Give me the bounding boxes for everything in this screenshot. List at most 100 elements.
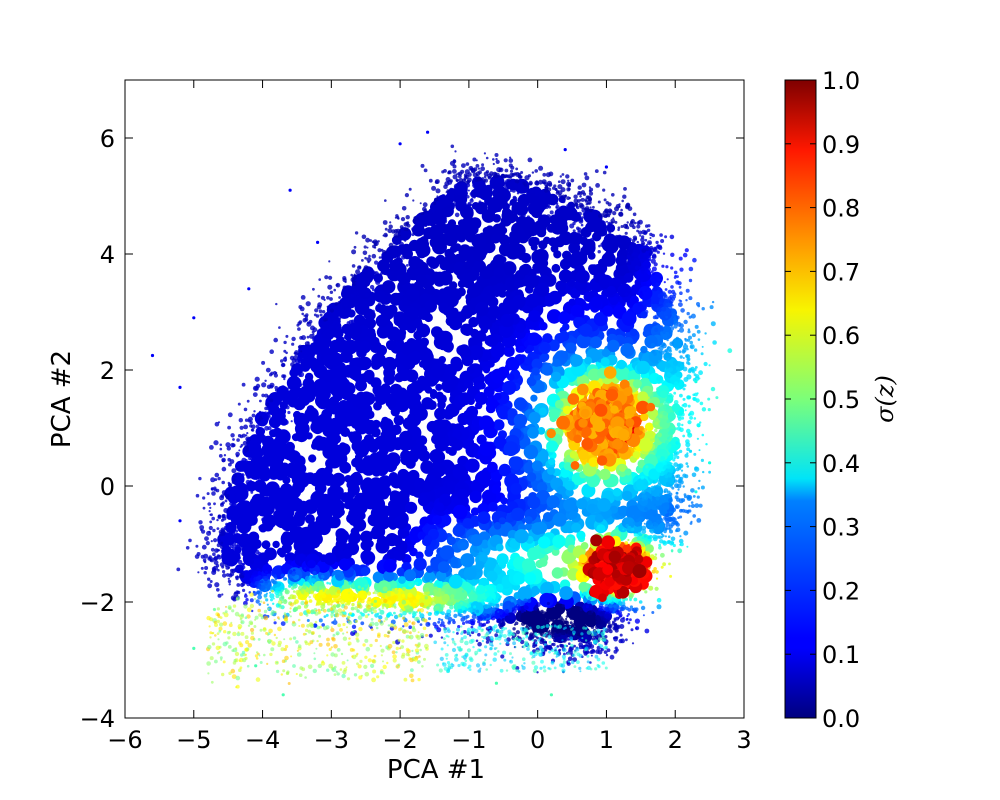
scatter-point [659, 493, 663, 497]
scatter-point [471, 202, 480, 210]
scatter-point [643, 481, 649, 486]
scatter-point [658, 535, 662, 539]
scatter-point [235, 577, 239, 581]
scatter-point [424, 236, 429, 241]
scatter-point [605, 653, 609, 657]
scatter-point [596, 524, 606, 534]
scatter-point [364, 584, 368, 587]
scatter-point [280, 531, 295, 546]
scatter-point [328, 275, 333, 280]
scatter-point [569, 621, 573, 625]
scatter-point [651, 490, 657, 495]
scatter-point [367, 327, 376, 336]
scatter-point [246, 399, 250, 403]
scatter-point [467, 189, 470, 192]
scatter-point [306, 358, 312, 364]
scatter-point [582, 239, 590, 246]
scatter-point [232, 520, 235, 523]
scatter-point [261, 382, 267, 388]
scatter-point [253, 410, 256, 413]
scatter-point [656, 455, 661, 459]
scatter-point [470, 286, 481, 296]
scatter-point [209, 445, 214, 450]
scatter-point [246, 582, 251, 587]
scatter-point [505, 277, 515, 287]
scatter-point [701, 345, 704, 348]
scatter-point [258, 568, 261, 571]
scatter-point [277, 417, 282, 422]
scatter-point [298, 560, 302, 564]
scatter-point [558, 269, 573, 283]
scatter-point [636, 536, 639, 539]
scatter-point [493, 267, 505, 279]
scatter-point [656, 386, 662, 392]
scatter-point [521, 213, 526, 218]
scatter-point [478, 382, 486, 390]
scatter-point [213, 440, 219, 446]
scatter-point [406, 383, 418, 394]
scatter-point [507, 605, 510, 608]
scatter-point [450, 359, 464, 372]
scatter-point [464, 206, 467, 209]
scatter-point [666, 338, 669, 342]
scatter-point [491, 484, 502, 495]
scatter-point [280, 385, 286, 390]
scatter-point [561, 199, 566, 204]
scatter-point [456, 489, 468, 500]
scatter-point [468, 316, 479, 328]
scatter-point [221, 593, 224, 596]
scatter-point [255, 424, 260, 429]
scatter-point [450, 144, 455, 149]
scatter-point [527, 332, 541, 346]
scatter-point [347, 309, 356, 318]
scatter-point [469, 490, 482, 504]
scatter-point [291, 586, 295, 590]
scatter-point [688, 278, 693, 283]
scatter-point [348, 319, 354, 325]
scatter-point [576, 199, 581, 203]
scatter-point [288, 464, 301, 477]
scatter-point [701, 433, 705, 437]
scatter-point [401, 586, 407, 591]
scatter-point [342, 549, 353, 559]
scatter-point [660, 350, 665, 355]
scatter-point [204, 536, 209, 541]
scatter-point [661, 471, 664, 474]
scatter-point [442, 215, 445, 218]
scatter-point [548, 237, 558, 247]
scatter-point [421, 221, 425, 225]
scatter-point [661, 456, 666, 461]
scatter-point [239, 425, 244, 430]
scatter-point [387, 600, 392, 605]
scatter-point [252, 392, 258, 397]
scatter-point [665, 315, 668, 319]
scatter-point [287, 393, 293, 399]
scatter-point [688, 266, 694, 272]
scatter-point [560, 350, 568, 359]
scatter-point [338, 296, 341, 299]
scatter-point [452, 504, 468, 520]
scatter-point [650, 343, 656, 348]
scatter-point [423, 535, 433, 544]
scatter-point [492, 214, 502, 223]
scatter-point [660, 565, 664, 569]
scatter-point [605, 201, 609, 205]
scatter-point [558, 312, 571, 325]
scatter-point [666, 357, 670, 362]
scatter-point [708, 470, 711, 474]
scatter-point [210, 513, 213, 517]
scatter-point [264, 379, 267, 382]
scatter-point [248, 461, 252, 465]
scatter-point [249, 555, 253, 559]
scatter-point [609, 256, 614, 262]
scatter-point [595, 183, 600, 188]
scatter-point [283, 544, 291, 553]
scatter-point [448, 574, 463, 589]
scatter-point [337, 354, 342, 359]
scatter-point [490, 368, 506, 384]
scatter-point [308, 588, 312, 592]
scatter-point [209, 580, 213, 583]
scatter-point [210, 547, 215, 552]
scatter-point [552, 642, 556, 647]
scatter-point [546, 440, 559, 453]
